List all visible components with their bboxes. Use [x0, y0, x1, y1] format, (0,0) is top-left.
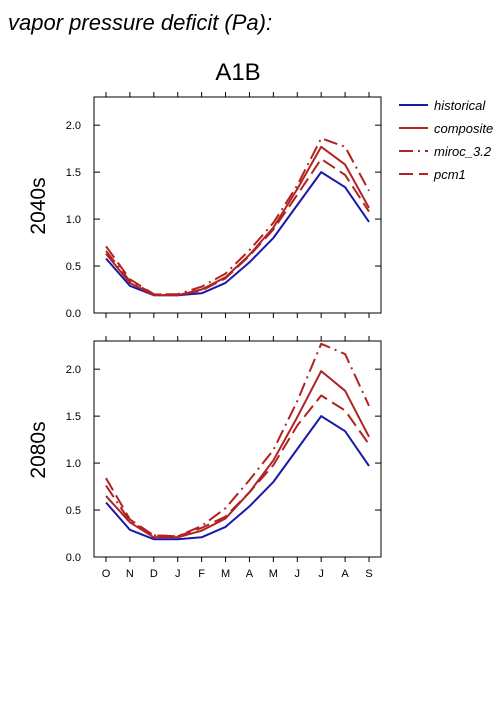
y-tick-label-2040s: 1.0	[66, 214, 81, 226]
y-tick-label-2040s: 1.5	[66, 167, 81, 179]
series-line-miroc-3-2-2080s	[105, 342, 370, 538]
legend: historical composite miroc_3.2 pcm1	[399, 98, 493, 182]
x-tick-label: J	[295, 568, 301, 580]
legend-label-historical: historical	[434, 98, 486, 113]
row-label-2040s: 2040s	[27, 177, 50, 234]
legend-label-composite: composite	[434, 121, 493, 136]
plot-frame-2080s	[93, 340, 382, 558]
y-tick-label-2080s: 0.5	[66, 505, 81, 517]
x-tick-label: D	[150, 568, 158, 580]
legend-label-pcm1: pcm1	[433, 167, 466, 182]
series-line-historical-2040s	[105, 171, 370, 297]
x-tick-label: F	[198, 568, 205, 580]
series-line-pcm1-2080s	[105, 394, 370, 538]
x-tick-label: A	[341, 568, 349, 580]
y-tick-label-2080s: 1.5	[66, 411, 81, 423]
x-tick-label: S	[365, 568, 372, 580]
series-line-composite-2080s	[105, 370, 370, 539]
x-tick-label: A	[246, 568, 254, 580]
x-tick-label: M	[221, 568, 230, 580]
x-tick-label: J	[318, 568, 324, 580]
y-tick-label-2040s: 0.0	[66, 308, 81, 320]
y-tick-label-2040s: 2.0	[66, 120, 81, 132]
x-tick-label: M	[269, 568, 278, 580]
panel-2040s: 0.0 0.5 1.0 1.5 2.0	[66, 92, 382, 320]
series-line-historical-2080s	[105, 415, 370, 541]
panel-2080s: 0.0 0.5 1.0 1.5 2.0 O N D J F M A M J J A S	[66, 336, 382, 580]
y-tick-label-2080s: 0.0	[66, 552, 81, 564]
x-tick-label: N	[126, 568, 134, 580]
x-tick-label: O	[102, 568, 111, 580]
figure-title: vapor pressure deficit (Pa):	[8, 10, 272, 35]
x-tick-label: J	[175, 568, 181, 580]
series-line-pcm1-2040s	[105, 158, 370, 297]
scenario-title: A1B	[215, 59, 260, 86]
y-tick-label-2040s: 0.5	[66, 261, 81, 273]
series-line-miroc-3-2-2040s	[105, 137, 370, 296]
y-tick-label-2080s: 2.0	[66, 364, 81, 376]
legend-label-miroc-3-2: miroc_3.2	[434, 144, 492, 159]
y-tick-label-2080s: 1.0	[66, 458, 81, 470]
plot-frame-2040s	[93, 96, 382, 314]
row-label-2080s: 2080s	[27, 421, 50, 478]
